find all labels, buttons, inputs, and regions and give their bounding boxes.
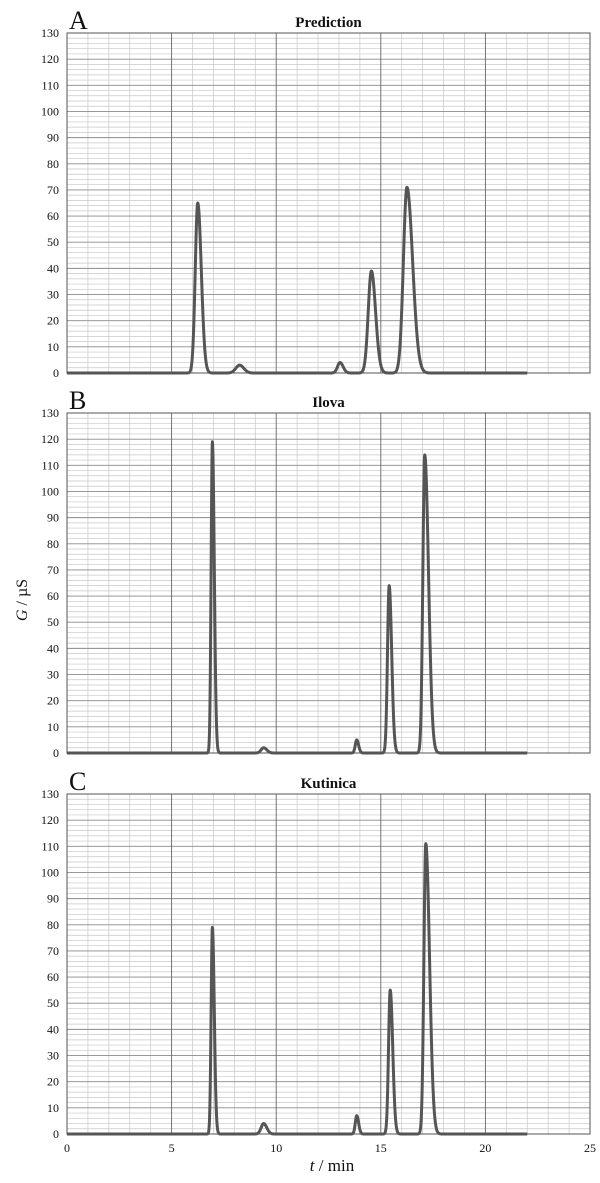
y-tick-label: 110	[41, 78, 59, 92]
chromatogram-trace	[65, 842, 529, 1136]
y-tick-label: 60	[47, 209, 59, 223]
y-tick-label: 70	[47, 183, 59, 197]
y-tick-label: 60	[47, 970, 59, 984]
y-tick-label: 70	[47, 563, 59, 577]
panel-title: Prediction	[295, 15, 362, 31]
y-tick-label: 130	[41, 787, 59, 801]
plot-frame	[66, 32, 591, 374]
y-tick-label: 10	[47, 720, 59, 734]
chart-panel-c: 0 10 20 30 40 50 60 70 80 90 100 110 120 130 0 5 10 15 20 2…	[41, 767, 596, 1155]
y-tick-label: 10	[47, 340, 59, 354]
panel-letter: B	[69, 386, 86, 415]
x-tick-label: 15	[375, 1141, 387, 1155]
y-tick-label: 0	[53, 366, 59, 380]
y-tick-label: 100	[41, 484, 59, 498]
panel-title: Ilova	[312, 395, 345, 411]
y-tick-label: 90	[47, 892, 59, 906]
chart-panel-b: 0 10 20 30 40 50 60 70 80 90 100 110 120 130 B Ilova	[41, 386, 591, 760]
panel-title: Kutinica	[301, 776, 357, 792]
y-tick-label: 60	[47, 589, 59, 603]
y-tick-label: 120	[41, 52, 59, 66]
plot-frame	[66, 793, 591, 1135]
panel-letter: A	[69, 6, 88, 35]
y-tick-label: 90	[47, 131, 59, 145]
y-tick-label: 50	[47, 615, 59, 629]
y-tick-label: 100	[41, 865, 59, 879]
y-tick-label: 80	[47, 918, 59, 932]
y-tick-label: 40	[47, 261, 59, 275]
plot-frame	[66, 412, 591, 754]
y-tick-label: 120	[41, 432, 59, 446]
y-tick-label: 30	[47, 1049, 59, 1063]
y-tick-label: 90	[47, 511, 59, 525]
y-tick-label: 20	[47, 694, 59, 708]
y-tick-label: 80	[47, 537, 59, 551]
x-axis-label: t / min	[310, 1156, 355, 1175]
x-tick-label: 20	[479, 1141, 491, 1155]
y-tick-label: 40	[47, 641, 59, 655]
y-tick-label: 130	[41, 26, 59, 40]
x-tick-label: 10	[270, 1141, 282, 1155]
panel-letter: C	[69, 767, 86, 796]
y-tick-label: 10	[47, 1101, 59, 1115]
y-tick-label: 80	[47, 157, 59, 171]
chromatogram-trace	[65, 440, 529, 755]
y-tick-label: 100	[41, 104, 59, 118]
y-tick-label: 130	[41, 406, 59, 420]
x-tick-label: 25	[584, 1141, 596, 1155]
chromatogram-trace	[65, 185, 529, 375]
y-axis-label: G / µS	[14, 579, 31, 621]
y-tick-label: 20	[47, 1075, 59, 1089]
y-tick-label: 110	[41, 458, 59, 472]
y-tick-label: 70	[47, 944, 59, 958]
y-tick-label: 30	[47, 668, 59, 682]
y-tick-label: 30	[47, 288, 59, 302]
y-tick-label: 20	[47, 314, 59, 328]
y-tick-label: 50	[47, 235, 59, 249]
chart-panel-a: 0 10 20 30 40 50 60 70 80 90 100 110 120 130 A Predicti…	[41, 6, 591, 380]
y-tick-label: 110	[41, 839, 59, 853]
x-tick-label: 0	[64, 1141, 70, 1155]
y-tick-label: 50	[47, 996, 59, 1010]
y-tick-label: 40	[47, 1022, 59, 1036]
y-tick-label: 0	[53, 746, 59, 760]
y-tick-label: 0	[53, 1127, 59, 1141]
x-tick-label: 5	[169, 1141, 175, 1155]
y-tick-label: 120	[41, 813, 59, 827]
